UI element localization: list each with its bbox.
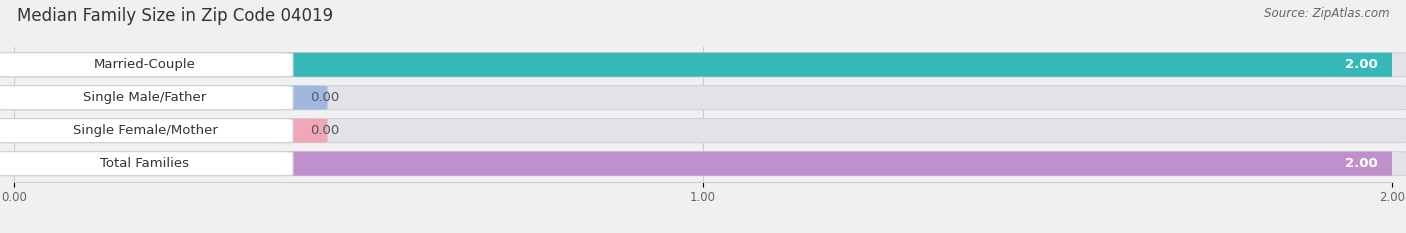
Text: 0.00: 0.00 (311, 124, 340, 137)
Text: 0.00: 0.00 (311, 91, 340, 104)
FancyBboxPatch shape (0, 152, 1406, 176)
Text: Married-Couple: Married-Couple (94, 58, 195, 71)
Text: Median Family Size in Zip Code 04019: Median Family Size in Zip Code 04019 (17, 7, 333, 25)
FancyBboxPatch shape (0, 86, 292, 110)
FancyBboxPatch shape (0, 53, 292, 77)
FancyBboxPatch shape (0, 86, 328, 110)
FancyBboxPatch shape (0, 53, 1406, 77)
Text: Single Male/Father: Single Male/Father (83, 91, 207, 104)
FancyBboxPatch shape (0, 119, 328, 143)
FancyBboxPatch shape (0, 152, 292, 176)
Text: Total Families: Total Families (100, 157, 190, 170)
FancyBboxPatch shape (0, 152, 1406, 176)
FancyBboxPatch shape (0, 86, 1406, 110)
Text: 2.00: 2.00 (1346, 157, 1378, 170)
Text: 2.00: 2.00 (1346, 58, 1378, 71)
Text: Single Female/Mother: Single Female/Mother (73, 124, 218, 137)
FancyBboxPatch shape (0, 53, 1406, 77)
FancyBboxPatch shape (0, 119, 1406, 143)
Text: Source: ZipAtlas.com: Source: ZipAtlas.com (1264, 7, 1389, 20)
FancyBboxPatch shape (0, 119, 292, 143)
